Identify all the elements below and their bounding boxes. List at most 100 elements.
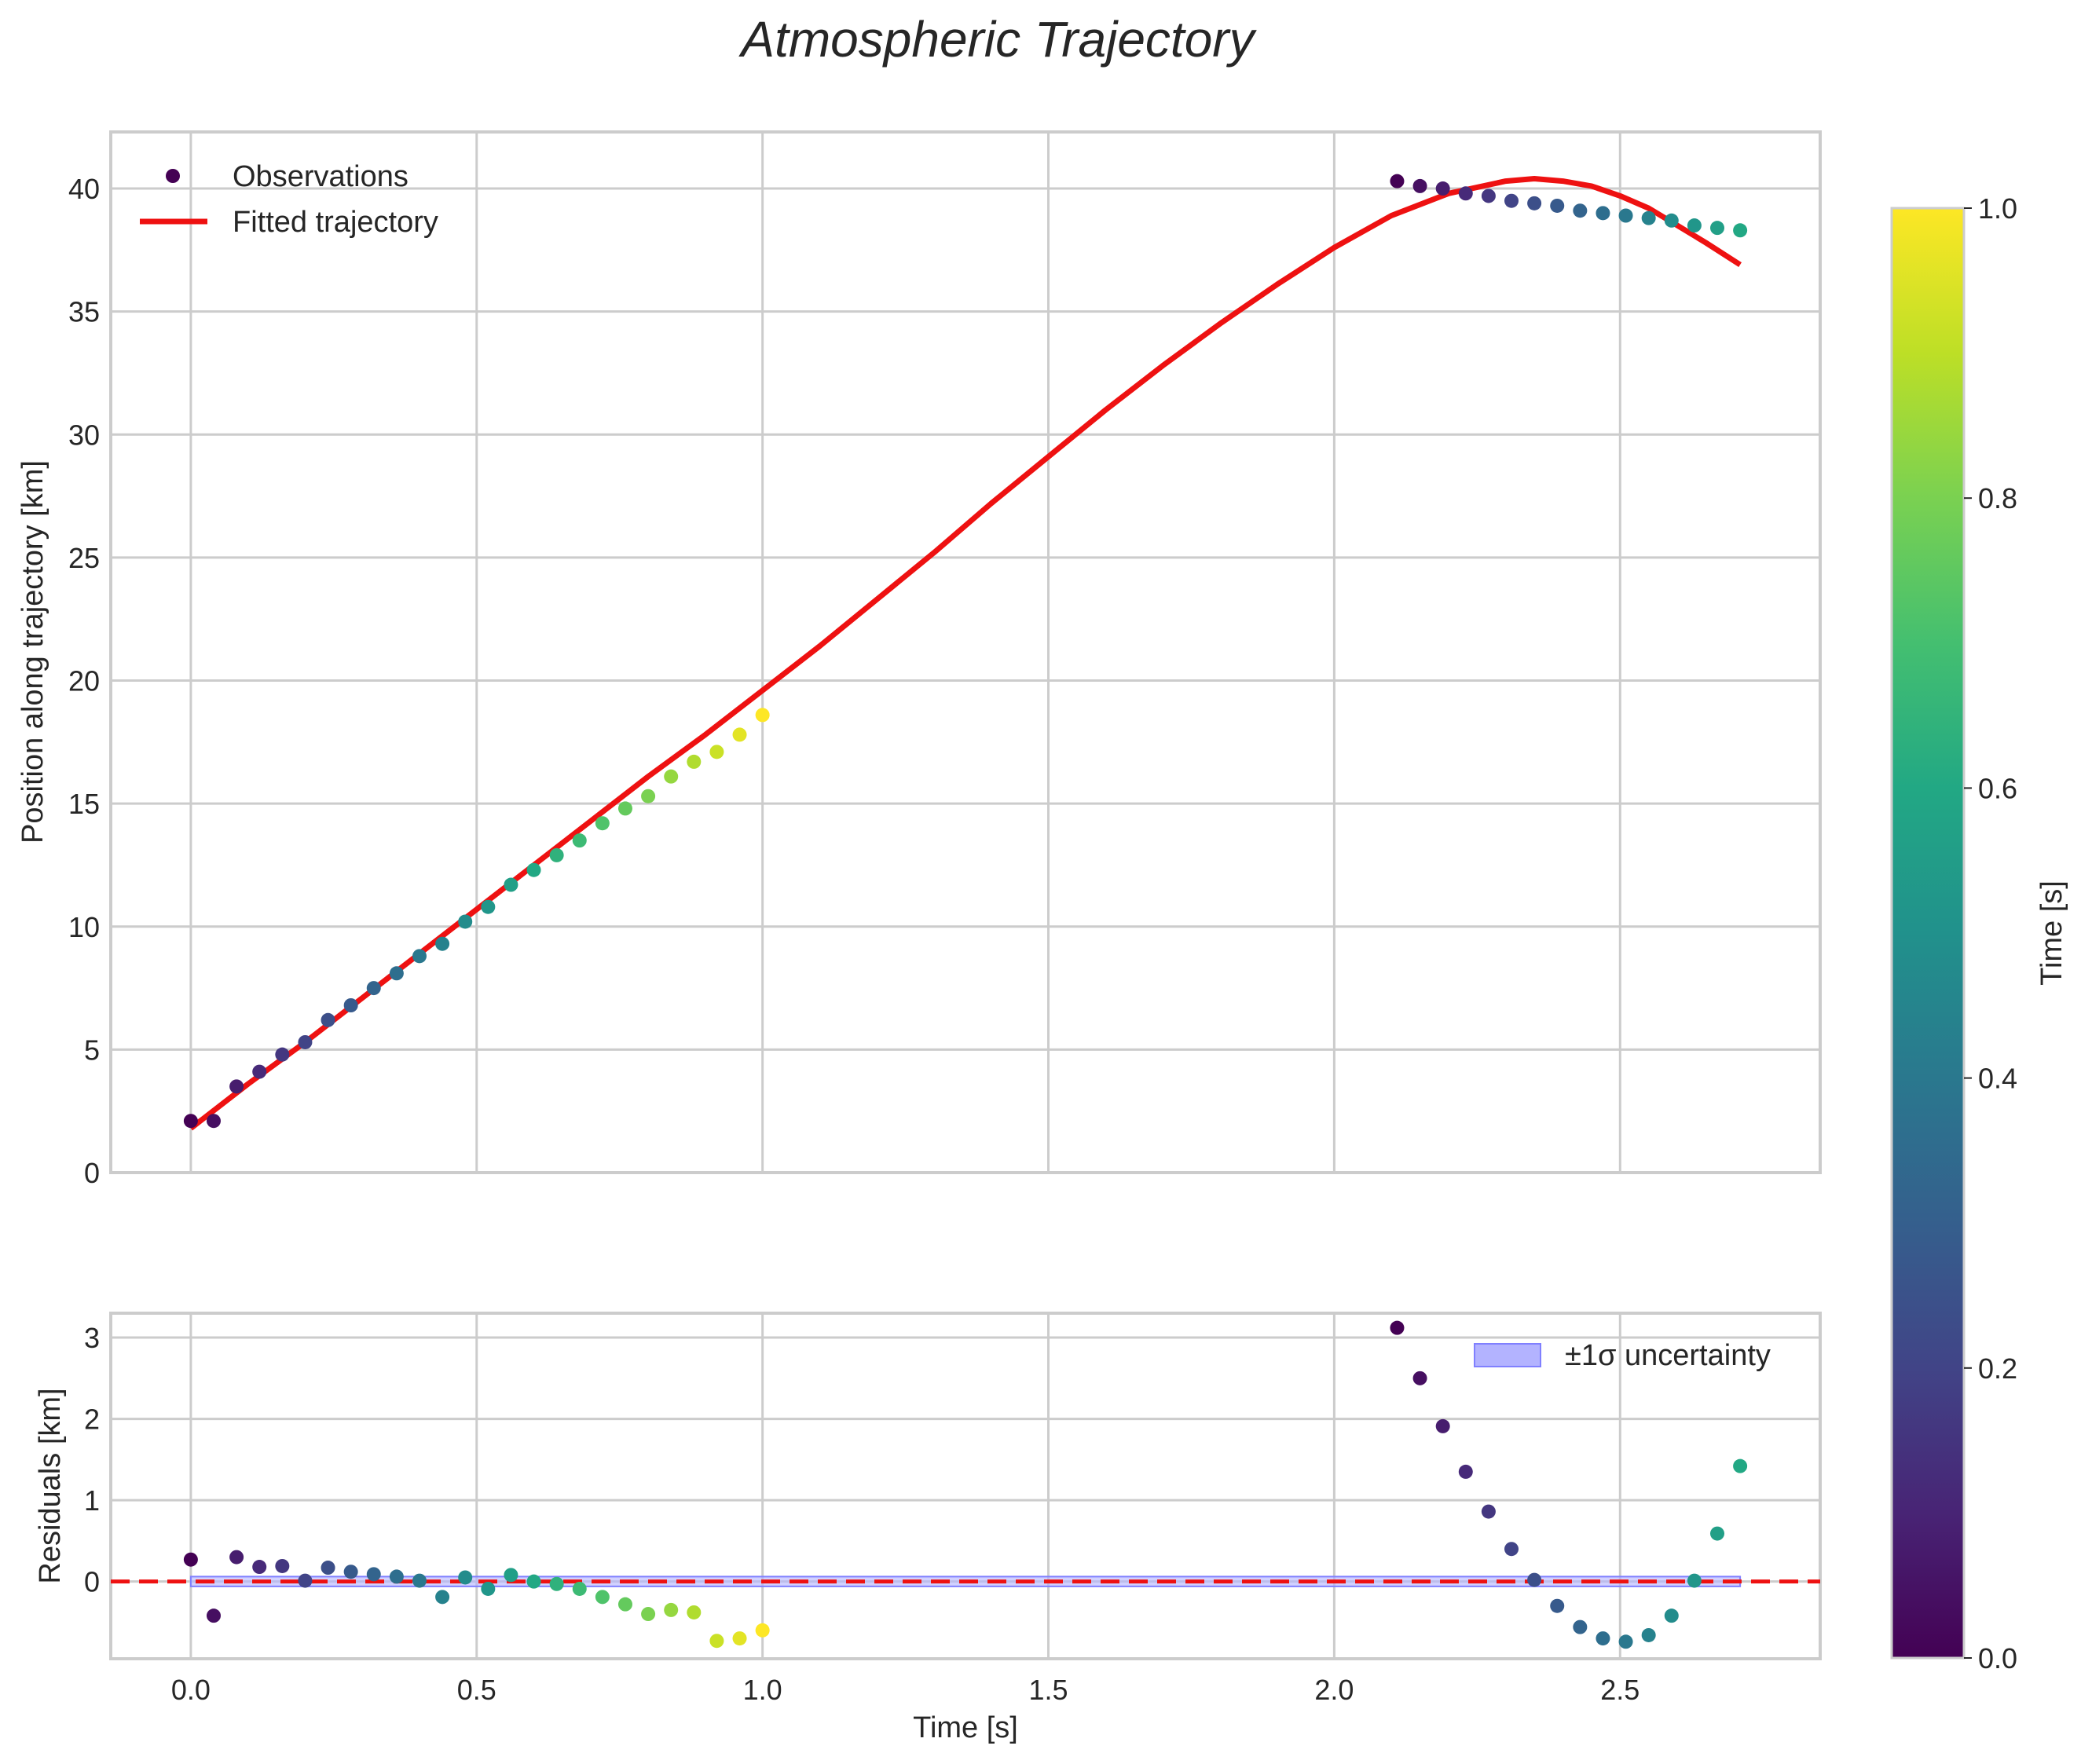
colorbar-label: Time [s] [2035, 880, 2068, 986]
legend-fitted-label: Fitted trajectory [233, 206, 438, 239]
top-grid [111, 132, 1820, 1174]
top-tick-labels: 0 5 10 15 20 25 30 35 40 [68, 173, 100, 1189]
legend-observations-label: Observations [233, 160, 409, 193]
observation-point [1412, 178, 1427, 193]
residual-point [1664, 1608, 1679, 1623]
residual-point [206, 1608, 221, 1623]
bottom-y-tick-label: 2 [84, 1404, 100, 1436]
observation-point [1710, 221, 1725, 236]
bottom-y-tick-label: 3 [84, 1322, 100, 1354]
observation-point [1733, 223, 1748, 238]
observation-point [1573, 203, 1588, 218]
top-y-tick-label: 40 [68, 173, 100, 205]
legend-uncertainty-swatch [1474, 1343, 1541, 1367]
x-tick-label: 2.5 [1600, 1674, 1640, 1706]
colorbar-tick-label: 0.4 [1978, 1063, 2017, 1095]
x-tick-label: 2.0 [1314, 1674, 1354, 1706]
bottom-legend: ±1σ uncertainty [1474, 1339, 1771, 1372]
residual-point [1458, 1464, 1473, 1479]
observation-point [1550, 198, 1565, 213]
residual-point [1573, 1619, 1588, 1634]
bottom-tick-labels: 0.0 0.5 1.0 1.5 2.0 2.5 0 1 2 3 [84, 1322, 1640, 1706]
observation-point [687, 754, 702, 769]
observation-point [435, 936, 450, 951]
residual-point [1733, 1458, 1748, 1473]
observation-point [549, 847, 564, 862]
residual-point [412, 1573, 427, 1588]
observation-point [595, 816, 610, 831]
colorbar-tick-label: 1.0 [1978, 192, 2017, 225]
observation-point [1435, 181, 1450, 196]
residual-point [321, 1561, 335, 1576]
observation-points [183, 174, 1748, 1129]
observation-point [298, 1034, 313, 1049]
observation-point [617, 801, 632, 816]
observation-point [526, 862, 541, 877]
top-y-tick-label: 20 [68, 665, 100, 697]
residual-point [732, 1631, 747, 1646]
bottom-ylabel: Residuals [km] [34, 1388, 67, 1583]
observation-point [1504, 193, 1519, 208]
observation-point [389, 966, 404, 981]
observation-point [1481, 188, 1496, 203]
residual-point [275, 1558, 290, 1573]
residual-point [1710, 1526, 1725, 1541]
residual-point [1687, 1573, 1702, 1588]
residual-point [687, 1605, 702, 1619]
colorbar-gradient [1890, 207, 1966, 1660]
residual-point [755, 1623, 770, 1638]
residual-point [709, 1634, 724, 1649]
residual-point [1504, 1542, 1519, 1557]
residual-point [1550, 1598, 1565, 1613]
colorbar-tick-label: 0.0 [1978, 1642, 2017, 1674]
top-legend: Observations Fitted trajectory [140, 160, 438, 239]
observation-point [458, 914, 473, 929]
residual-point [1412, 1371, 1427, 1385]
top-plot-frame [109, 130, 1822, 1174]
residual-point [617, 1597, 632, 1612]
observation-point [206, 1114, 221, 1129]
top-y-tick-label: 30 [68, 419, 100, 451]
observation-point [1596, 206, 1610, 221]
x-tick-label: 0.0 [171, 1674, 211, 1706]
bottom-plot: 0.0 0.5 1.0 1.5 2.0 2.5 0 1 2 3 Residuals [km] Ti… [34, 1312, 1822, 1744]
observation-point [1527, 196, 1542, 210]
residual-point [458, 1570, 473, 1585]
observation-point [1664, 213, 1679, 228]
bottom-y-tick-label: 0 [84, 1566, 100, 1598]
observation-point [504, 877, 518, 892]
top-y-tick-label: 35 [68, 296, 100, 328]
residual-point [343, 1565, 358, 1579]
fitted-trajectory-line [189, 176, 1742, 1131]
chart-title: Atmospheric Trajectory [738, 11, 1257, 68]
residual-point [664, 1602, 679, 1617]
colorbar-tick-label: 0.6 [1978, 772, 2017, 804]
observation-point [641, 789, 656, 803]
observation-point [183, 1114, 198, 1129]
observation-point [343, 997, 358, 1012]
colorbar-tick-label: 0.2 [1978, 1352, 2017, 1385]
residual-point [1596, 1631, 1610, 1646]
residual-point [1435, 1418, 1450, 1433]
residual-points [183, 1320, 1748, 1649]
top-y-tick-label: 10 [68, 911, 100, 943]
colorbar-tick-label: 0.8 [1978, 482, 2017, 514]
residual-point [1527, 1572, 1542, 1587]
bottom-plot-frame [109, 1312, 1822, 1660]
residual-point [1481, 1504, 1496, 1519]
observation-point [664, 769, 679, 784]
observation-point [229, 1079, 244, 1094]
residual-point [641, 1607, 656, 1622]
top-y-tick-label: 25 [68, 542, 100, 574]
observation-point [1390, 174, 1405, 188]
top-y-tick-label: 0 [84, 1157, 100, 1189]
observation-point [572, 833, 587, 848]
observation-point [755, 708, 770, 723]
residual-point [481, 1581, 496, 1596]
colorbar-tick-labels: 0.0 0.2 0.4 0.6 0.8 1.0 [1964, 192, 2017, 1674]
residual-point [366, 1567, 381, 1582]
top-y-tick-label: 15 [68, 788, 100, 820]
top-y-tick-label: 5 [84, 1034, 100, 1066]
top-plot: 0 5 10 15 20 25 30 35 40 Position along trajecto… [16, 130, 1822, 1189]
